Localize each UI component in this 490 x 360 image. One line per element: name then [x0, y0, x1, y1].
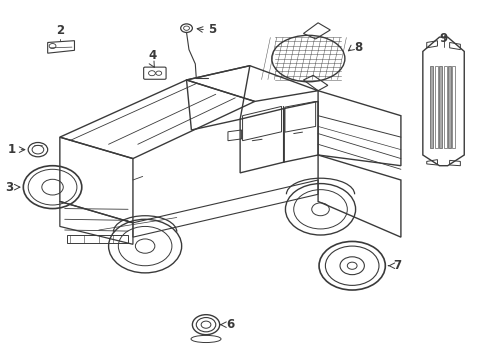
Text: 7: 7	[393, 259, 402, 272]
Text: 4: 4	[148, 49, 156, 62]
Text: 2: 2	[56, 24, 64, 37]
Text: 8: 8	[355, 41, 363, 54]
Text: 1: 1	[8, 143, 16, 156]
Text: 9: 9	[440, 32, 448, 45]
Text: 3: 3	[5, 181, 14, 194]
Text: 5: 5	[208, 23, 217, 36]
FancyBboxPatch shape	[448, 66, 451, 148]
FancyBboxPatch shape	[430, 66, 433, 148]
FancyBboxPatch shape	[439, 66, 442, 148]
Text: 6: 6	[226, 318, 235, 331]
